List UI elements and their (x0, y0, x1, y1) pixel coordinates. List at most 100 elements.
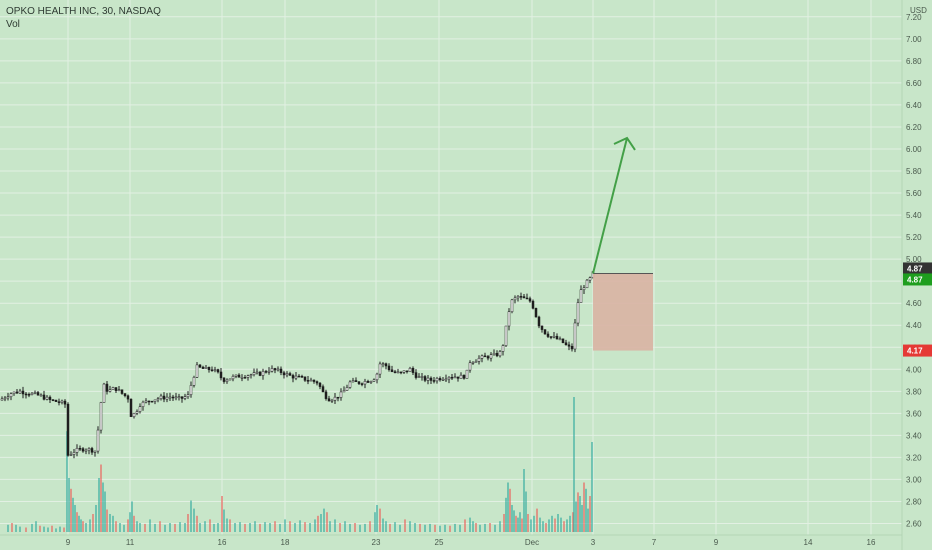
candle (198, 364, 202, 368)
candle (426, 377, 430, 381)
candle (12, 391, 16, 394)
volume-bar (213, 523, 215, 532)
volume-bar (299, 520, 301, 532)
candle (189, 385, 193, 395)
candle (318, 382, 322, 387)
symbol-title: OPKO HEALTH INC, 30, NASDAQ (6, 6, 161, 17)
candle (489, 354, 493, 359)
volume-bar (184, 523, 186, 532)
candle (534, 308, 538, 318)
candle (87, 448, 91, 451)
candle (300, 376, 304, 378)
candle (282, 372, 286, 376)
candle (513, 297, 517, 301)
candle (582, 287, 586, 290)
candle (27, 394, 31, 396)
volume-bar (499, 521, 501, 532)
candle (228, 378, 232, 381)
candle (294, 375, 298, 379)
volume-bar (35, 521, 37, 532)
volume-bar (59, 526, 61, 532)
candle (408, 368, 412, 372)
candle (522, 296, 526, 299)
candle (240, 377, 244, 379)
volume-bar (95, 505, 97, 532)
volume-bar (424, 524, 426, 532)
candle (402, 370, 406, 373)
volume-bar (314, 519, 316, 532)
candle (84, 449, 88, 452)
candle (321, 386, 325, 393)
candle (165, 396, 169, 400)
candle (516, 296, 520, 299)
volume-bar (554, 518, 556, 532)
volume-bar (68, 478, 70, 532)
volume-bar (349, 523, 351, 532)
volume-bar (244, 523, 246, 532)
volume-bar (229, 519, 231, 532)
candle (570, 346, 574, 350)
candle (111, 387, 115, 390)
candle (495, 353, 499, 357)
volume-bar (517, 517, 519, 532)
candle (303, 376, 307, 381)
volume-bar (154, 523, 156, 532)
candle (135, 411, 139, 414)
candle (210, 369, 214, 372)
candle (504, 325, 508, 346)
candle (156, 398, 160, 401)
candle (306, 380, 310, 382)
candle (501, 345, 505, 352)
volume-bar (43, 526, 45, 532)
volume-bar (484, 523, 486, 532)
candle (468, 362, 472, 371)
candle (363, 381, 367, 385)
candle (153, 399, 157, 402)
time-axis[interactable] (0, 535, 902, 550)
candle (540, 325, 544, 330)
candle (225, 379, 229, 382)
candle (249, 374, 253, 376)
candle (327, 398, 331, 402)
candle (336, 396, 340, 399)
candle (510, 299, 514, 312)
target-arrow[interactable] (592, 137, 628, 274)
candle (129, 398, 133, 417)
candle (120, 389, 124, 394)
y-tick-label: 2.60 (906, 519, 922, 528)
volume-bar (329, 521, 331, 532)
volume-bar (505, 497, 507, 532)
candle (438, 378, 442, 381)
candle (45, 396, 49, 400)
candle (492, 353, 496, 355)
candle (117, 389, 121, 391)
candle (330, 399, 334, 402)
candle (150, 400, 154, 403)
volume-bar (144, 523, 146, 532)
candle (66, 403, 70, 456)
candle (96, 429, 100, 452)
x-tick-label: 7 (652, 538, 657, 547)
candle (573, 322, 577, 350)
candle (54, 399, 58, 402)
risk-zone-box[interactable] (593, 273, 653, 351)
y-tick-label: 3.60 (906, 409, 922, 418)
y-tick-label: 6.20 (906, 123, 922, 132)
volume-bar (309, 523, 311, 532)
volume-bar (489, 523, 491, 532)
volume-bar (92, 514, 94, 532)
y-tick-label: 6.80 (906, 57, 922, 66)
volume-bar (304, 522, 306, 532)
volume-bar (19, 526, 21, 532)
candle (519, 296, 523, 298)
volume-bar (274, 521, 276, 532)
candle (174, 396, 178, 399)
volume-bar (55, 528, 57, 532)
volume-bar (519, 512, 521, 532)
x-tick-label: Dec (525, 538, 539, 547)
volume-bar (89, 519, 91, 532)
volume-bar (239, 522, 241, 532)
volume-bar (179, 522, 181, 532)
